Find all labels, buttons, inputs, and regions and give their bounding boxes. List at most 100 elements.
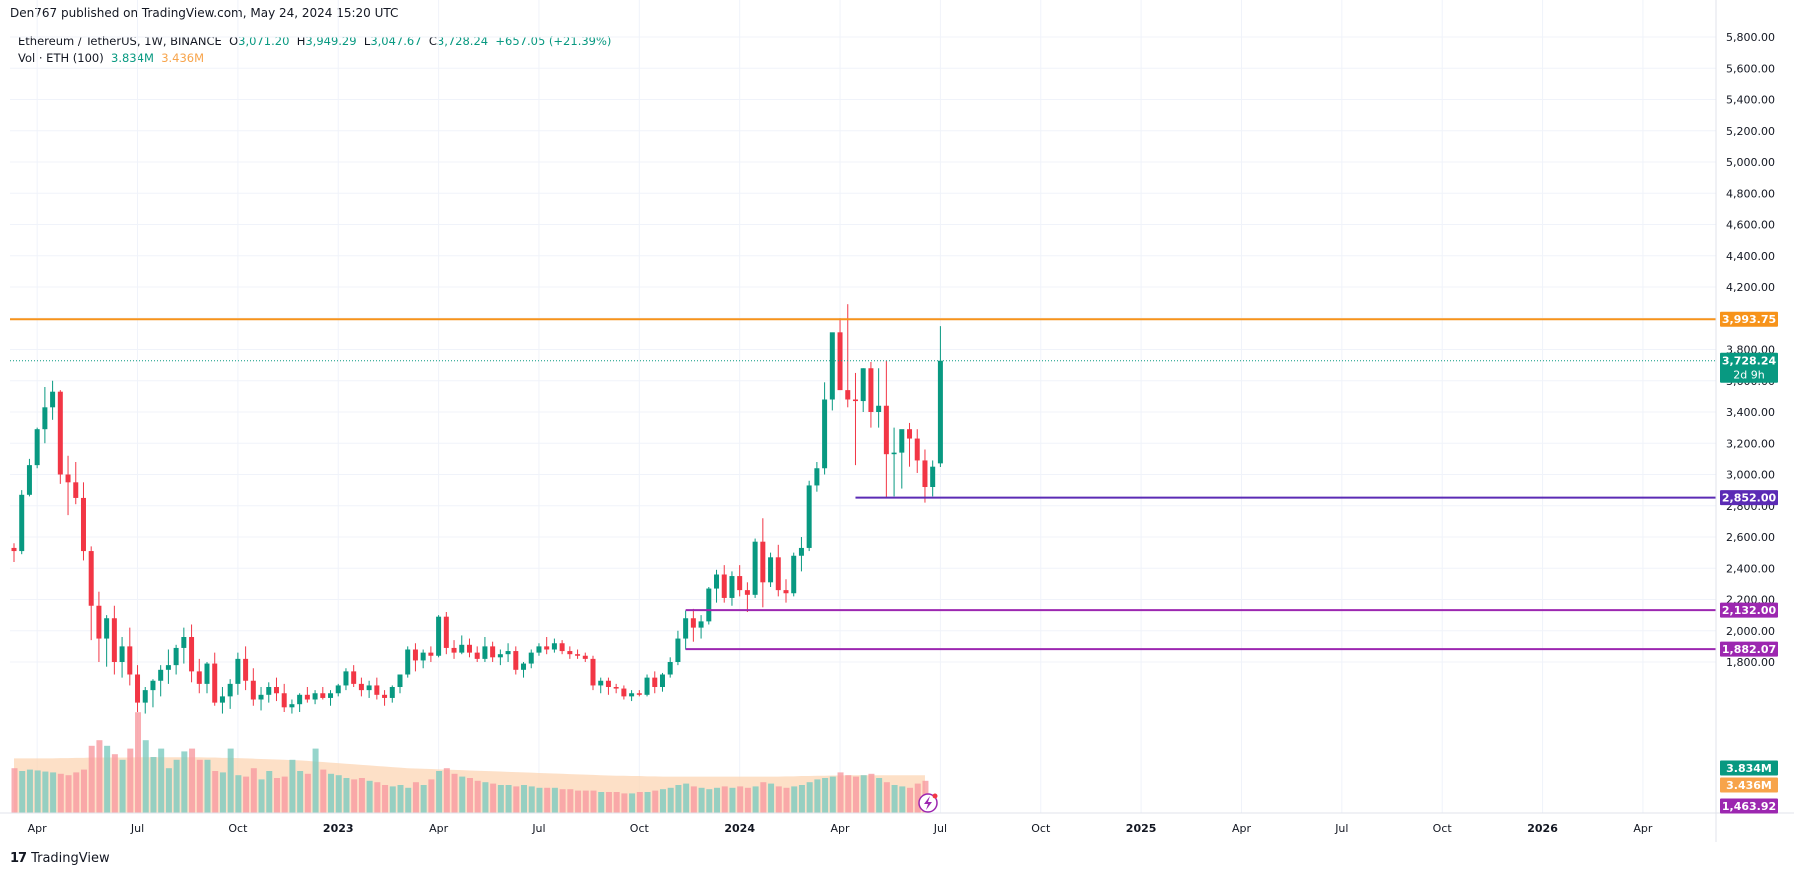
price-tick-label: 5,000.00 (1726, 156, 1775, 169)
volume-bar (806, 782, 813, 813)
volume-bar (212, 771, 219, 813)
candle-body (135, 674, 141, 703)
level-price-tag: 3,993.75 (1722, 313, 1776, 326)
last-price-tag-bg (1720, 352, 1778, 383)
volume-bar (852, 776, 859, 813)
volume-bar (57, 773, 64, 813)
candle-body (351, 671, 357, 684)
candle-body (34, 429, 40, 466)
candle-body (127, 646, 133, 675)
volume-bar (613, 792, 620, 813)
candle-body (297, 694, 303, 705)
candle-body (243, 658, 249, 681)
candle-body (652, 677, 658, 687)
volume-bar (189, 748, 196, 813)
candle-body (752, 541, 758, 595)
volume-bar (165, 768, 172, 813)
volume-bar (829, 776, 836, 813)
time-tick-label: Jul (933, 822, 947, 835)
candle-body (73, 482, 79, 498)
candle-body (412, 649, 418, 661)
candle-body (621, 688, 627, 697)
candle-body (482, 646, 488, 659)
volume-ma-value: 3.436M (161, 51, 205, 65)
candle-body (443, 616, 449, 648)
candle-body (860, 368, 866, 402)
volume-bar (721, 786, 728, 813)
price-tick-label: 4,200.00 (1726, 281, 1775, 294)
candle-body (343, 671, 349, 686)
volume-bar (289, 759, 296, 813)
volume-bar (135, 712, 142, 813)
volume-bar (667, 787, 674, 813)
volume-bar (675, 785, 682, 813)
volume-bar (459, 776, 466, 813)
volume-bar (883, 782, 890, 813)
price-tick-label: 3,000.00 (1726, 469, 1775, 482)
candle-body (19, 494, 25, 552)
candle-body (320, 693, 326, 698)
candle-body (219, 696, 225, 703)
flash-icon[interactable] (918, 793, 938, 813)
candle-body (181, 637, 187, 648)
candle-body (88, 551, 94, 606)
volume-value-tag-bg (1720, 760, 1778, 776)
close-label: C (428, 34, 437, 48)
volume-bar (582, 790, 589, 813)
price-tick-label: 3,400.00 (1726, 406, 1775, 419)
volume-bar (497, 785, 504, 813)
time-tick-label: 2023 (323, 822, 354, 835)
candle-body (899, 429, 905, 453)
volume-indicator-name[interactable]: Vol · ETH (100) (18, 51, 104, 65)
volume-bar (714, 787, 721, 813)
footer-brand[interactable]: 17 TradingView (10, 851, 110, 866)
candle-body (497, 654, 503, 658)
candle-body (744, 590, 750, 595)
countdown-tag: 2d 9h (1733, 369, 1764, 382)
candle-body (57, 391, 63, 475)
candle-body (798, 547, 804, 556)
volume-bar (196, 759, 203, 813)
candle-body (868, 368, 874, 412)
volume-ma-tag-bg (1720, 777, 1778, 793)
bottom-price-tag-bg (1720, 798, 1778, 814)
price-axis: 5,800.00 5,600.00 5,400.00 5,200.00 5,000.00… (1726, 31, 1775, 669)
candle-body (922, 460, 928, 487)
candle-body (598, 680, 604, 686)
time-tick-label: 2024 (724, 822, 755, 835)
level-price-tag-bg (1720, 490, 1778, 506)
candle-body (891, 452, 897, 455)
volume-bar (590, 790, 597, 813)
volume-bar (42, 771, 49, 813)
volume-bar (181, 751, 188, 813)
volume-bar (320, 769, 327, 813)
candle-body (536, 646, 542, 653)
volume-bar (706, 789, 713, 813)
candle-body (698, 621, 704, 628)
candle-body (50, 391, 56, 408)
volume-bar (567, 789, 574, 813)
volume-bar (505, 785, 512, 813)
volume-bar (312, 748, 319, 813)
volume-bar (528, 786, 535, 813)
volume-bar (374, 782, 381, 813)
candle-body (312, 693, 318, 700)
volume-bar (204, 759, 211, 813)
volume-bar (451, 773, 458, 813)
volume-bar (490, 783, 497, 813)
volume-bar (536, 787, 543, 813)
candle-body (907, 429, 913, 439)
volume-bar (760, 782, 767, 813)
tradingview-logo-icon: 17 (10, 851, 27, 866)
candle-body (814, 468, 820, 486)
volume-bar (466, 778, 473, 813)
volume-bar (389, 786, 396, 813)
time-tick-label: Jul (531, 822, 545, 835)
candle-body (528, 652, 534, 664)
volume-bar (544, 787, 551, 813)
candle-body (235, 658, 241, 684)
level-price-tag: 1,882.07 (1722, 643, 1776, 656)
candle-body (374, 685, 380, 695)
candle-body (250, 680, 256, 700)
